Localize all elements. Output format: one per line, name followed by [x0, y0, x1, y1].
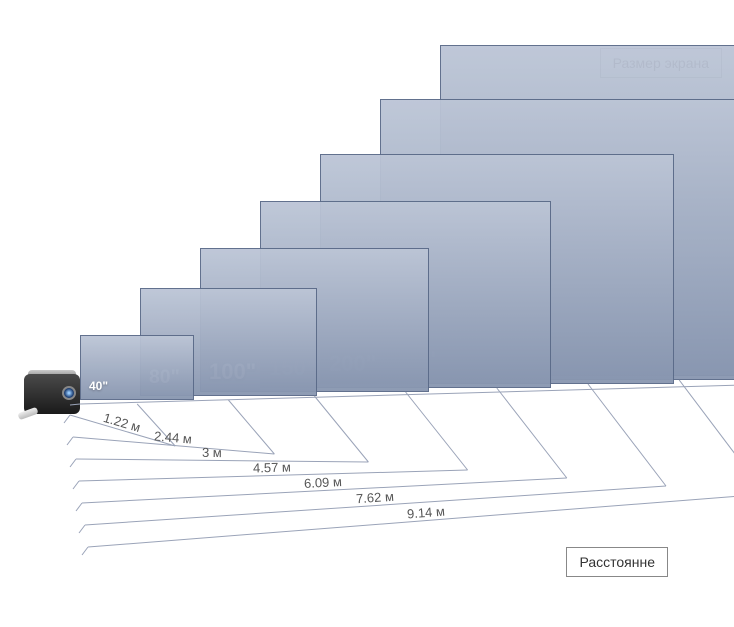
- distance-value: 9.14 м: [406, 503, 445, 521]
- screen-panel: 40": [80, 335, 194, 400]
- screen-size-value: 40": [89, 379, 108, 393]
- distance-value: 1.22 м: [101, 409, 142, 434]
- distance-value: 6.09 м: [304, 474, 343, 491]
- distance-label-box: Расстоянне: [566, 547, 668, 577]
- distance-label: Расстоянне: [579, 554, 655, 570]
- distance-value: 4.57 м: [253, 459, 291, 475]
- screen-panels-group: 300"250"200"150"100"80"40": [80, 40, 730, 410]
- distance-value: 3 м: [202, 444, 222, 459]
- projector-icon: [20, 370, 84, 420]
- distance-value: 2.44 м: [153, 428, 192, 446]
- distance-value: 7.62 м: [355, 488, 394, 506]
